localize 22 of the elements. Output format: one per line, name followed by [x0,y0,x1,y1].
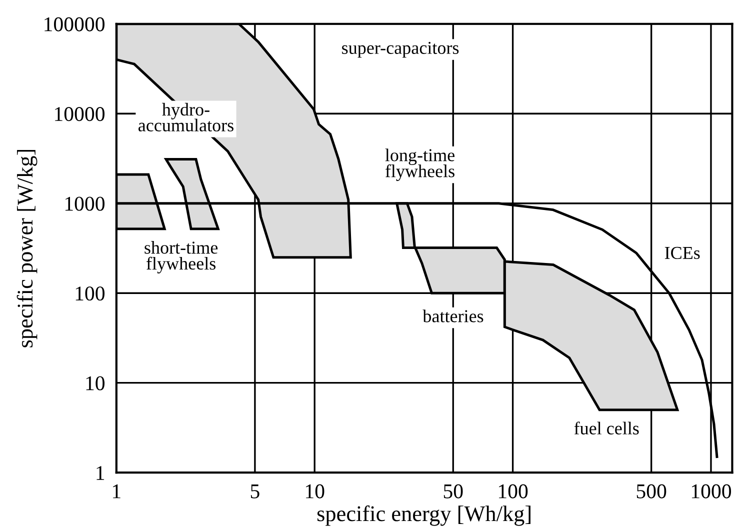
y-axis-title: specific power [W/kg] [16,150,38,348]
annotation: fuel cells [574,422,639,434]
x-tick-label: 500 [636,484,666,498]
y-tick-label: 100000 [44,17,104,32]
annotation: hydro- accumulators [138,102,234,132]
y-tick-label: 10 [86,376,104,390]
y-tick-label: 10000 [55,107,104,122]
annotation: long-time flywheels [385,148,454,181]
y-tick-label: 100 [76,286,104,301]
x-tick-label: 10 [306,484,324,498]
y-tick-label: 1000 [65,196,104,211]
x-tick-label: 5 [250,484,260,498]
annotation: super-capacitors [342,42,459,58]
x-tick-label: 50 [444,484,463,498]
annotation: ICEs [664,246,700,260]
y-tick-label: 1 [96,466,104,480]
annotation: short-time flywheels [144,241,218,274]
x-tick-label: 100 [498,484,528,498]
annotation: batteries [422,310,484,322]
x-tick-label: 1000 [692,484,732,498]
x-tick-label: 1 [113,484,120,498]
x-axis-title: specific energy [Wh/kg] [317,505,530,526]
